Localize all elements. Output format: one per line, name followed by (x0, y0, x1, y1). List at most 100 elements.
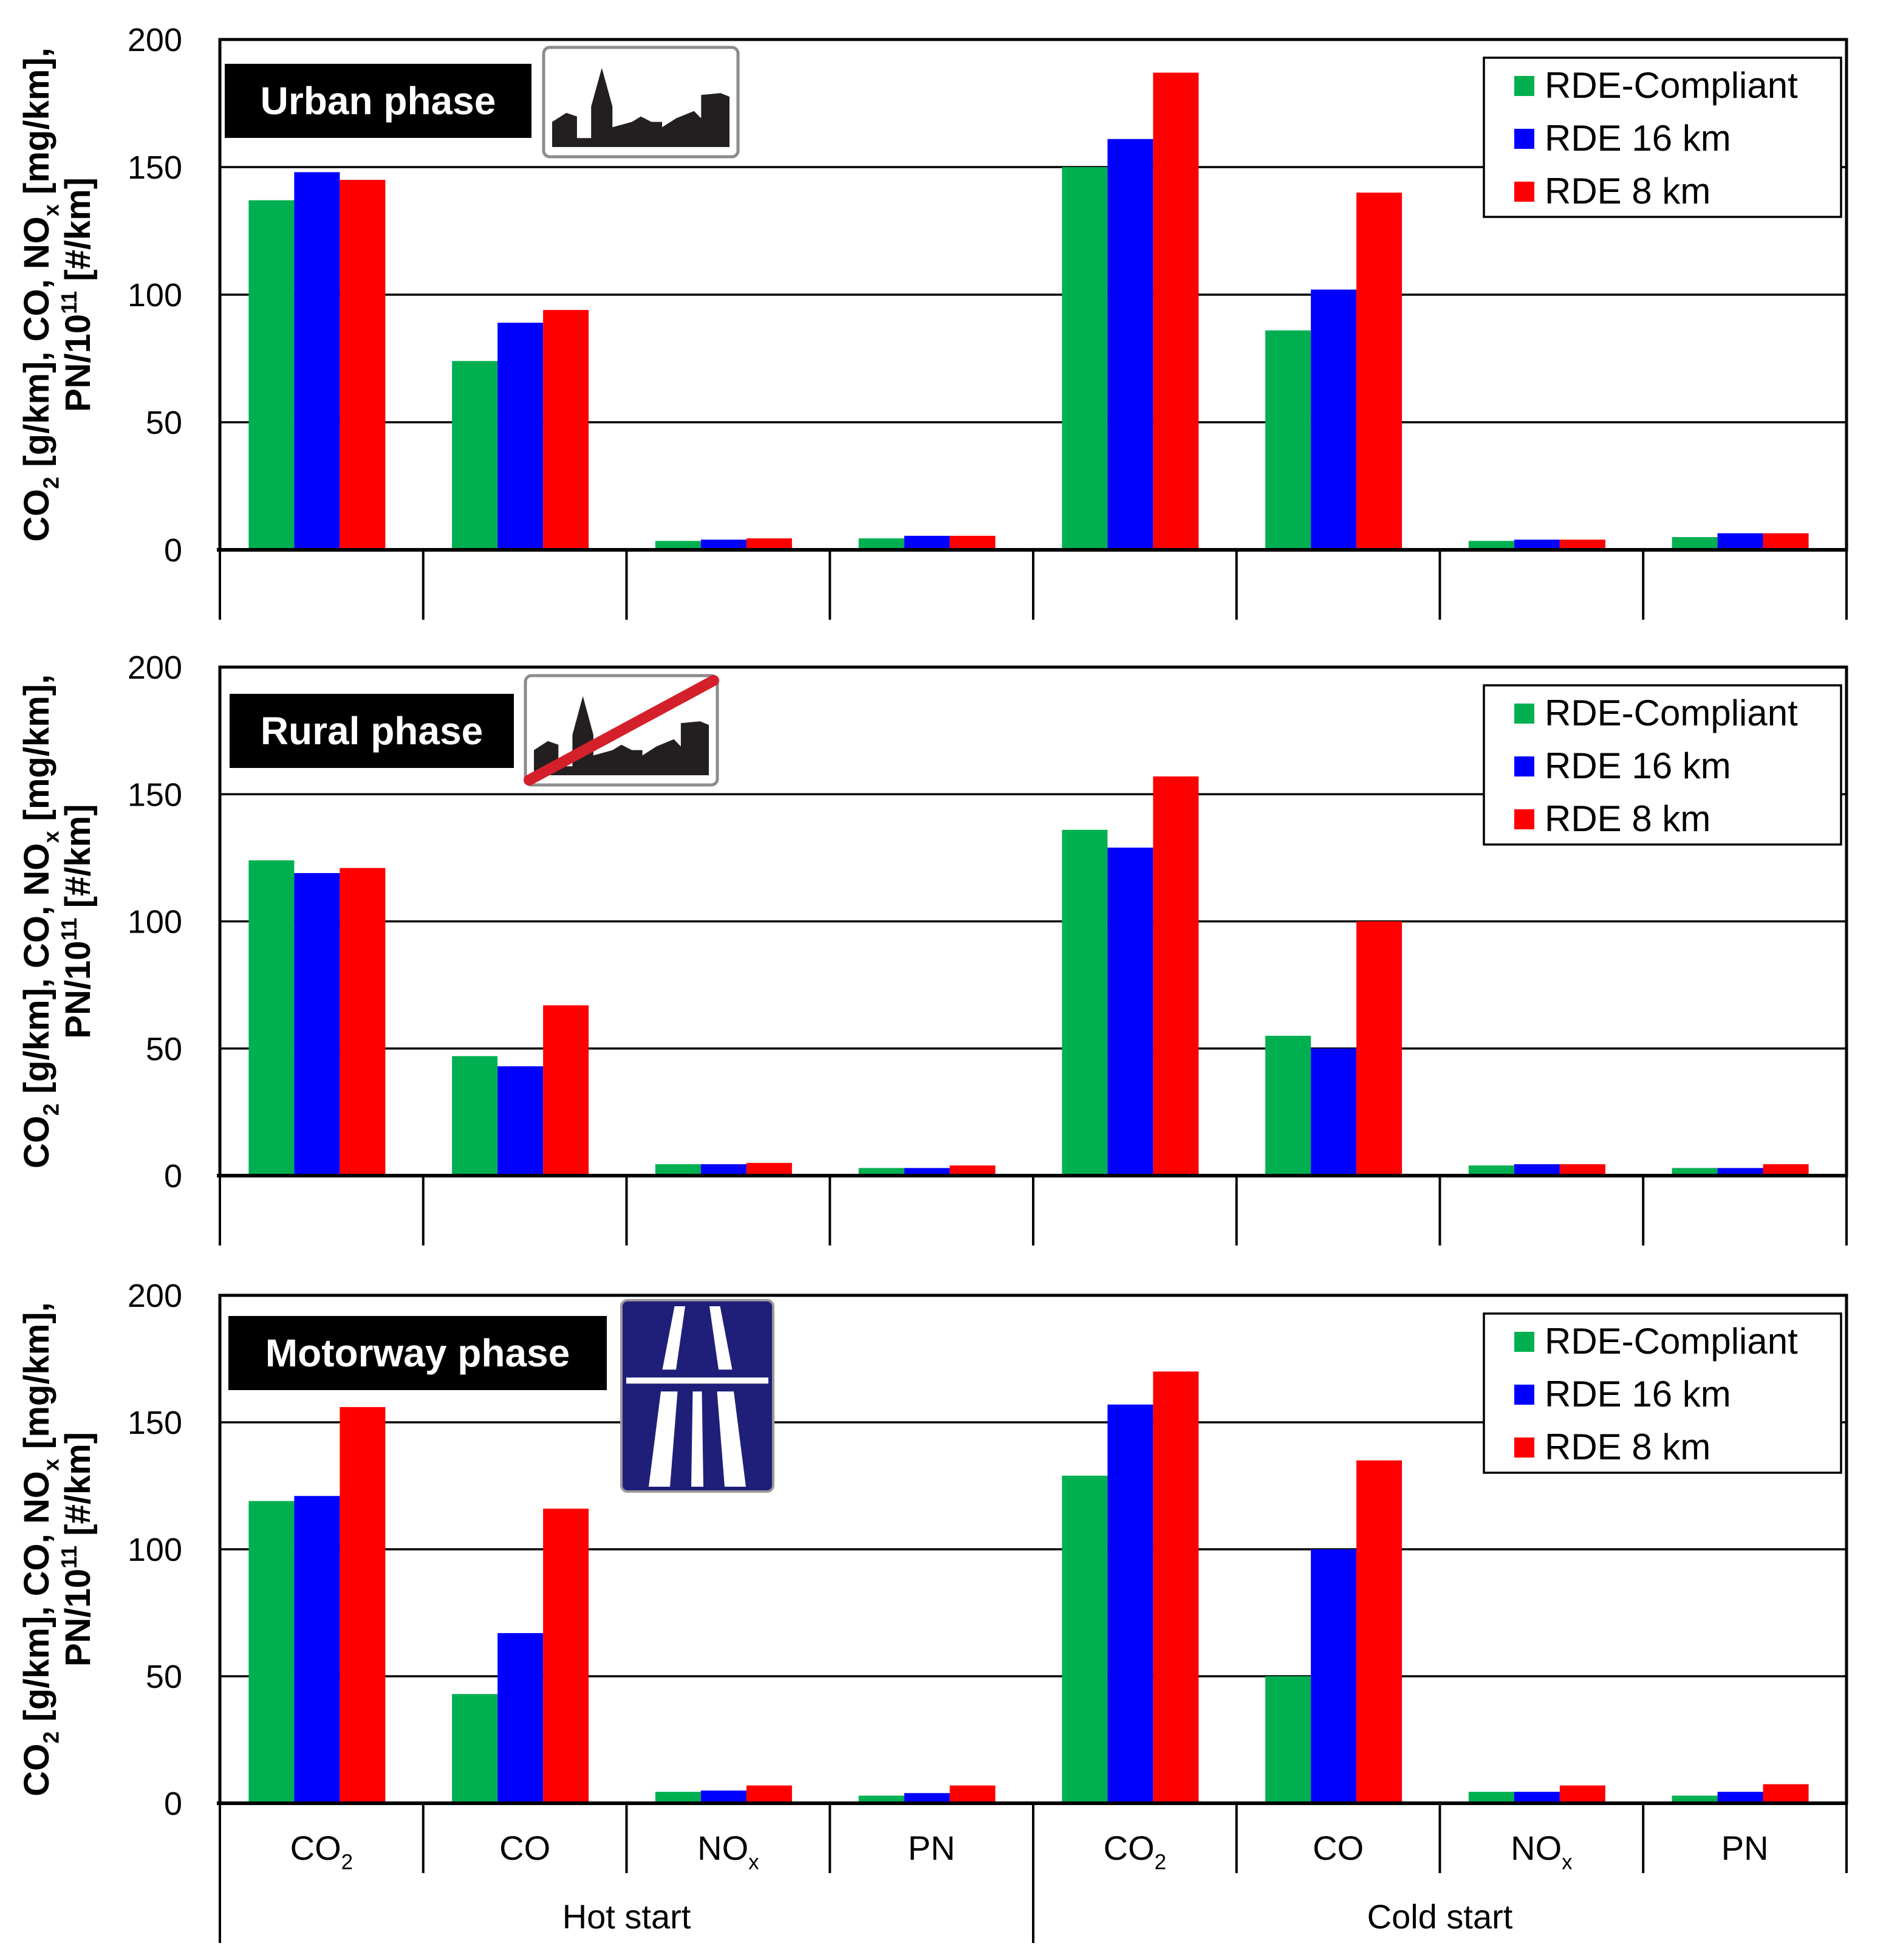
legend-label: RDE-Compliant (1545, 693, 1798, 733)
bar-rde-16-km-7 (1717, 1792, 1763, 1803)
bar-rde-16-km-5 (1311, 289, 1357, 550)
bar-rde-compliant-1 (452, 1694, 498, 1803)
bar-rde-compliant-7 (1672, 1168, 1718, 1176)
y-tick-label: 50 (146, 405, 182, 441)
y-tick-label: 100 (128, 1532, 182, 1568)
phase-label-box (225, 64, 531, 138)
bar-rde-8-km-5 (1356, 1460, 1403, 1803)
bar-rde-8-km-6 (1559, 1785, 1605, 1803)
bar-rde-16-km-2 (700, 540, 747, 550)
x-tick-label: CO2 (290, 1829, 353, 1874)
bar-rde-16-km-7 (1717, 1168, 1763, 1176)
y-tick-label: 150 (128, 149, 182, 186)
bar-rde-compliant-0 (248, 200, 295, 550)
legend-swatch (1514, 1332, 1534, 1352)
bar-rde-compliant-5 (1265, 1676, 1311, 1803)
y-tick-label: 200 (128, 1278, 182, 1314)
legend-label: RDE 8 km (1545, 798, 1710, 839)
bar-rde-16-km-0 (294, 172, 340, 550)
x-tick-label: CO (1313, 1829, 1364, 1867)
legend-label: RDE 16 km (1545, 1374, 1731, 1414)
phase-label-box (230, 694, 514, 768)
y-tick-label: 0 (164, 1158, 182, 1194)
urban-town-sign-icon (542, 46, 740, 159)
bar-rde-compliant-2 (655, 1792, 701, 1803)
bar-rde-16-km-5 (1311, 1048, 1357, 1176)
phase-label-box (228, 1316, 607, 1390)
y-axis-label-line2: PN/1011 [#/km] (56, 804, 98, 1038)
y-axis-label: CO2 [g/km], CO, NOx [mg/km], (17, 674, 63, 1168)
phase-label: Rural phase (261, 709, 483, 753)
legend-swatch (1514, 182, 1534, 202)
bar-rde-16-km-1 (497, 1633, 544, 1803)
bar-rde-compliant-5 (1265, 330, 1311, 550)
bar-rde-16-km-0 (294, 872, 340, 1176)
y-tick-label: 0 (164, 532, 182, 569)
bar-rde-16-km-6 (1514, 1792, 1560, 1803)
phase-label: Urban phase (261, 79, 496, 123)
bar-rde-16-km-5 (1311, 1549, 1357, 1803)
bar-rde-16-km-2 (700, 1790, 747, 1803)
bar-rde-compliant-7 (1672, 537, 1718, 550)
bar-rde-16-km-7 (1717, 533, 1763, 550)
phase-label: Motorway phase (265, 1331, 570, 1375)
chart-panel-2: 0 50 100 150 200 CO2 [g/km], CO, NOx [mg/km],… (17, 649, 1848, 1246)
bar-rde-16-km-1 (497, 323, 544, 550)
chart-panel-3: 0 50 100 150 200 CO2 CO NOx PN CO2 CO NOx PN Hot star… (17, 1278, 1848, 1943)
bar-rde-compliant-6 (1468, 1165, 1514, 1176)
bar-rde-8-km-1 (543, 1005, 589, 1176)
y-axis-label: CO2 [g/km], CO, NOx [mg/km], (17, 47, 63, 541)
x-tick-label: PN (1721, 1829, 1769, 1867)
legend-label: RDE 8 km (1545, 171, 1710, 211)
bar-rde-8-km-2 (746, 1163, 792, 1176)
bar-rde-compliant-6 (1468, 541, 1514, 550)
bar-rde-8-km-1 (543, 1509, 589, 1803)
legend-label: RDE 16 km (1545, 118, 1731, 159)
x-tick-label: NOx (697, 1829, 759, 1874)
bar-rde-compliant-3 (858, 1168, 904, 1176)
y-tick-label: 150 (128, 1405, 182, 1441)
bar-rde-16-km-0 (294, 1496, 340, 1803)
bar-rde-compliant-0 (248, 860, 295, 1176)
bar-rde-8-km-4 (1153, 72, 1199, 550)
legend-swatch (1514, 704, 1534, 724)
bar-rde-compliant-4 (1062, 1475, 1108, 1803)
x-tick-label: PN (908, 1829, 955, 1867)
end-of-town-sign-icon (524, 674, 719, 787)
legend-swatch (1514, 1385, 1534, 1405)
bar-rde-8-km-5 (1356, 921, 1403, 1176)
bar-rde-compliant-0 (248, 1501, 295, 1803)
y-tick-label: 100 (128, 904, 182, 941)
bar-rde-compliant-3 (858, 1795, 904, 1803)
bar-rde-8-km-3 (949, 535, 996, 550)
legend-swatch (1514, 129, 1534, 149)
bar-rde-compliant-3 (858, 538, 904, 550)
y-tick-label: 150 (128, 776, 182, 813)
y-axis-label-line2: PN/1011 [#/km] (56, 1432, 98, 1667)
legend-label: RDE 16 km (1545, 745, 1731, 786)
bar-rde-8-km-2 (746, 538, 792, 550)
bar-rde-compliant-6 (1468, 1792, 1514, 1803)
bar-rde-compliant-2 (655, 1164, 701, 1176)
y-tick-label: 50 (146, 1031, 182, 1067)
bar-rde-8-km-3 (949, 1785, 996, 1803)
y-tick-label: 200 (128, 649, 182, 686)
legend: RDE-Compliant RDE 16 km RDE 8 km (1483, 1312, 1842, 1474)
legend-label: RDE-Compliant (1545, 1321, 1798, 1362)
chart-panel-1: 0 50 100 150 200 CO2 [g/km], CO, NOx [mg/km],… (17, 22, 1848, 620)
bar-rde-16-km-2 (700, 1164, 747, 1176)
group-label: Hot start (562, 1897, 691, 1936)
group-label: Cold start (1367, 1897, 1513, 1936)
bar-rde-8-km-0 (340, 180, 386, 550)
legend: RDE-Compliant RDE 16 km RDE 8 km (1483, 684, 1842, 846)
legend-swatch (1514, 756, 1534, 776)
y-tick-label: 0 (164, 1786, 182, 1822)
bar-rde-16-km-4 (1107, 1404, 1153, 1803)
bar-rde-compliant-2 (655, 541, 701, 550)
legend-label: RDE 8 km (1545, 1427, 1710, 1467)
y-tick-label: 50 (146, 1659, 182, 1695)
bar-rde-16-km-3 (904, 1793, 950, 1803)
bar-rde-compliant-5 (1265, 1035, 1311, 1176)
y-axis-label-line2: PN/1011 [#/km] (56, 177, 98, 412)
bar-rde-compliant-7 (1672, 1795, 1718, 1803)
